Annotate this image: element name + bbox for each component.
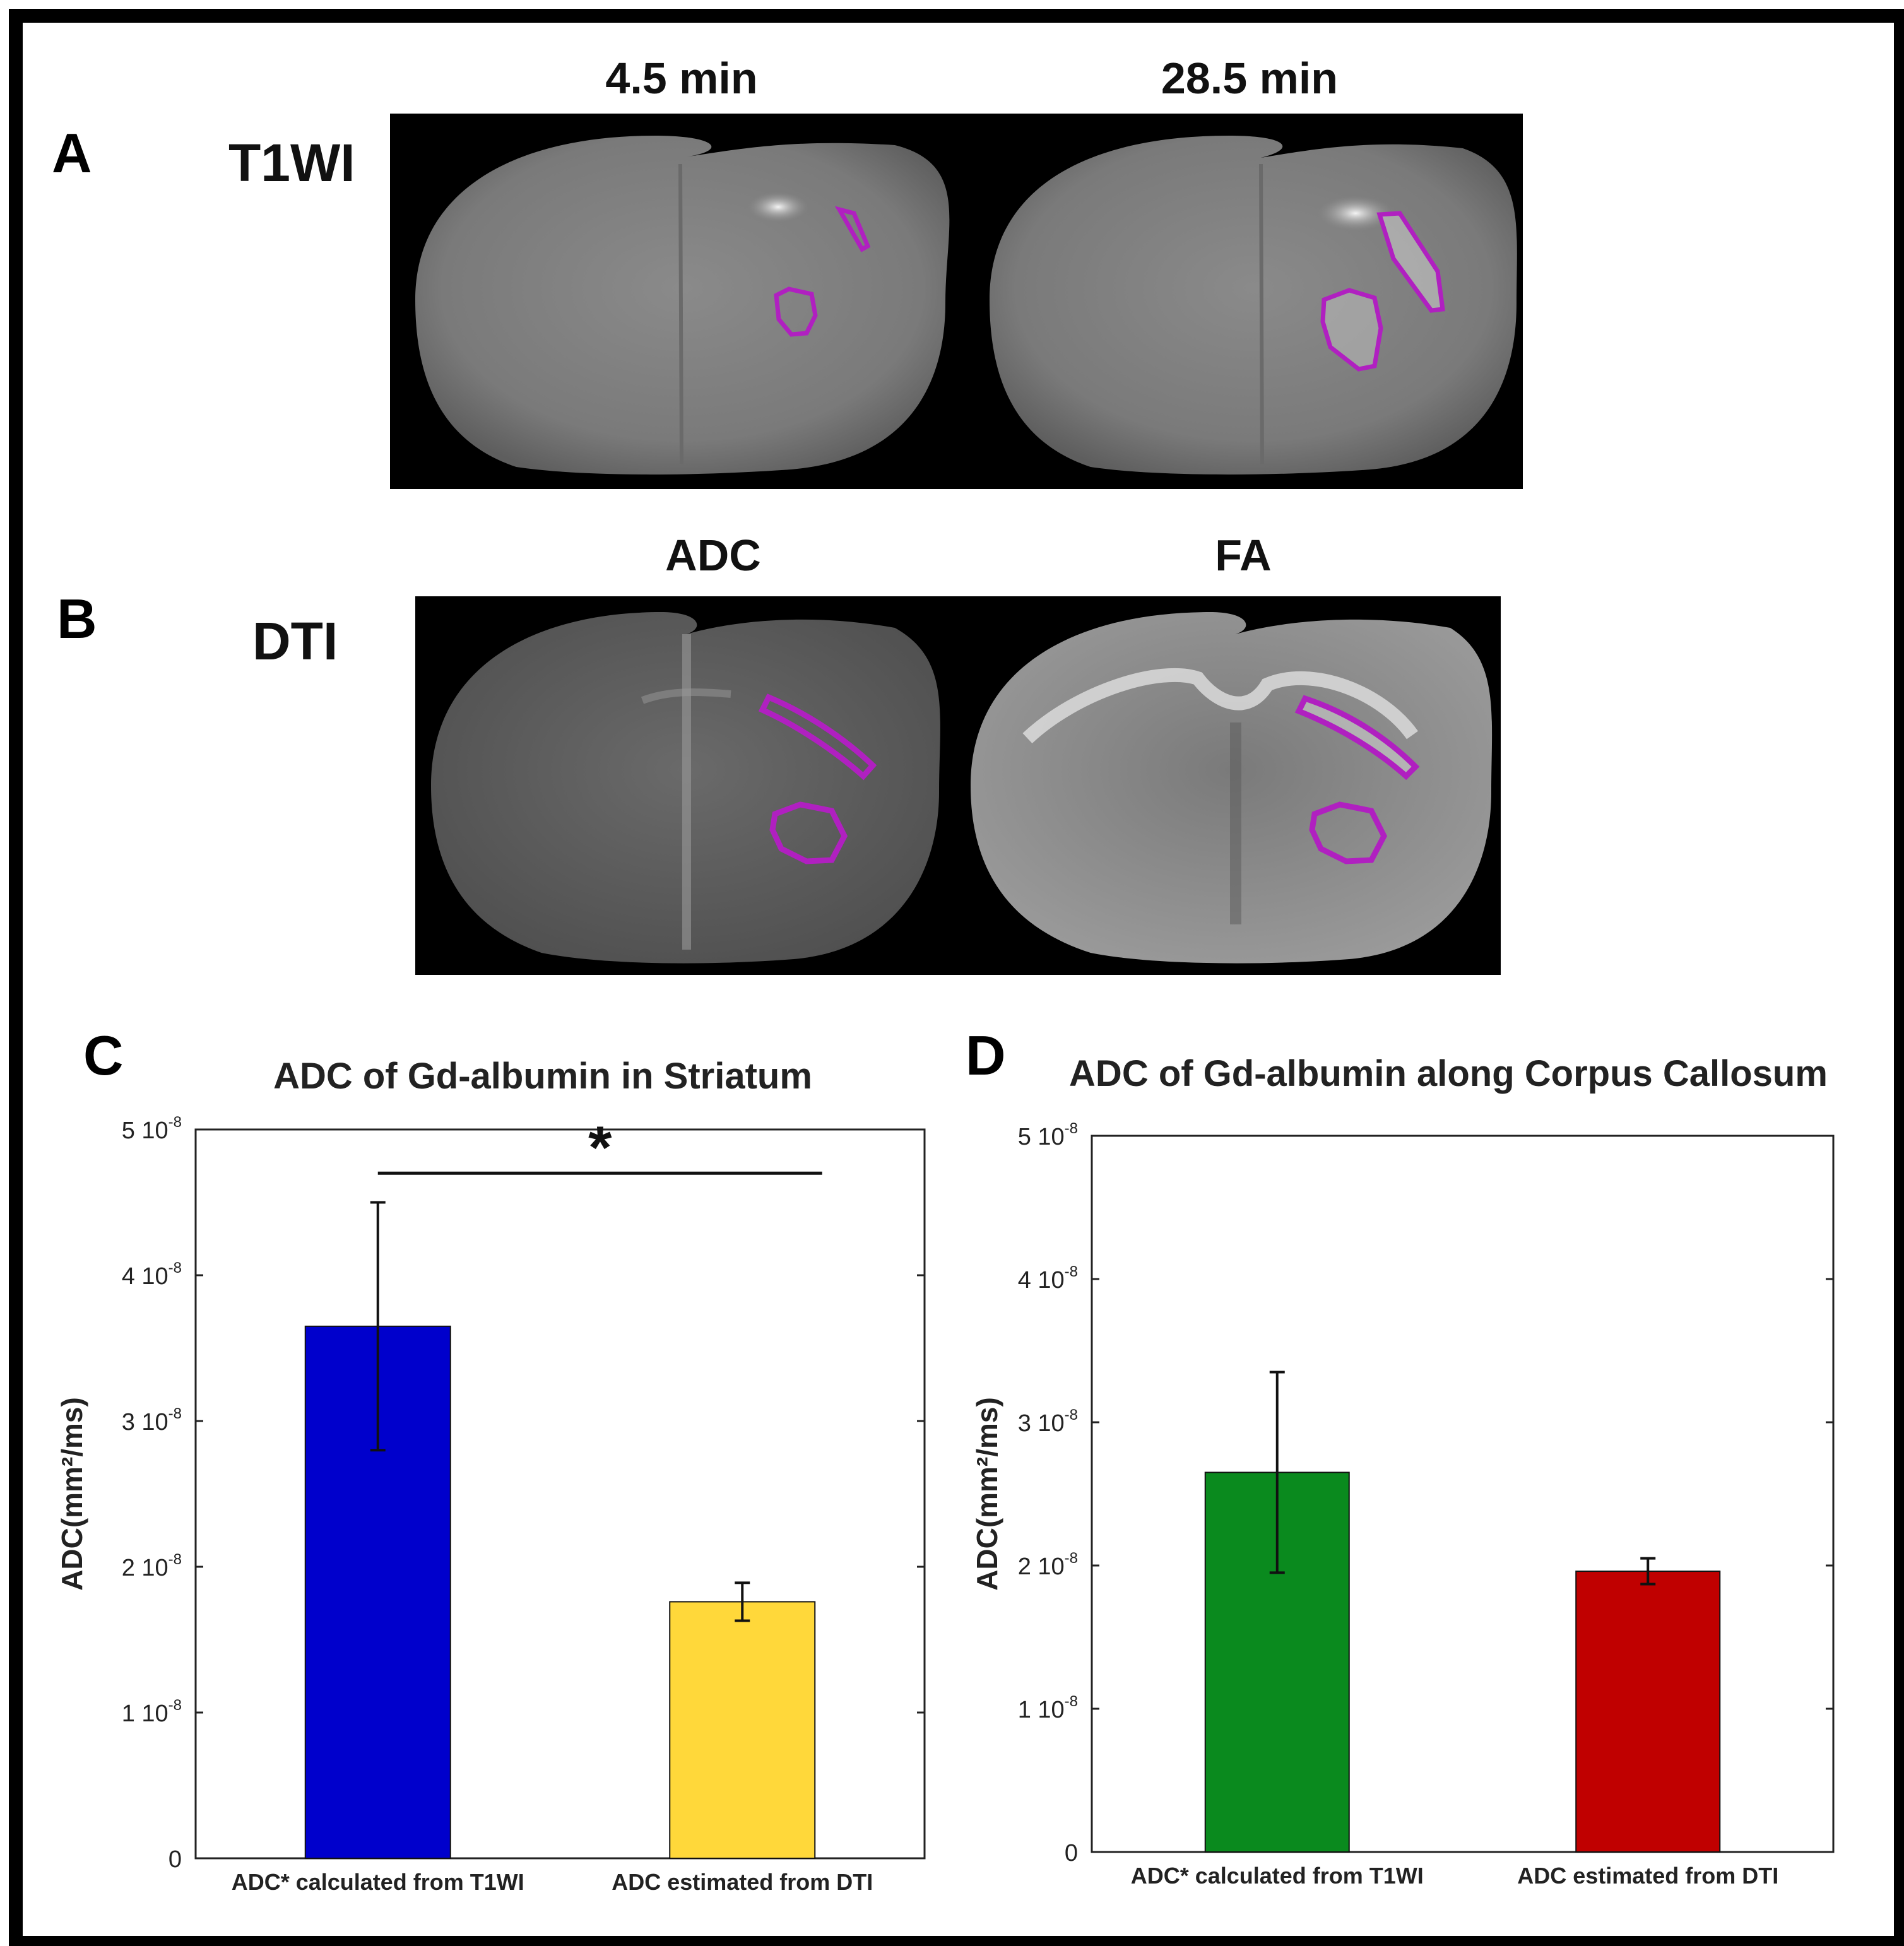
roi-striatum [769, 801, 848, 864]
bar-2 [669, 1601, 816, 1859]
x-category-label: ADC estimated from DTI [612, 1869, 873, 1893]
x-category-label: ADC* calculated from T1WI [1131, 1863, 1424, 1889]
y-tick-label: 2 10-8 [122, 1551, 182, 1581]
figure-border [9, 9, 1904, 1946]
y-axis-label: ADC(mm²/ms) [56, 1397, 88, 1591]
y-tick-label: 5 10-8 [1018, 1120, 1078, 1150]
roi-corpus-callosum [834, 206, 871, 252]
t1wi-slice-28-5-min [990, 136, 1517, 475]
row-label-t1wi: T1WI [228, 133, 355, 192]
roi-striatum [1309, 801, 1388, 864]
chart-striatum: 0 1 10-8 2 10-8 3 10-8 4 10-8 5 10-8 ADC(mm²/m… [56, 1114, 926, 1893]
t1wi-images [390, 114, 1523, 489]
image-label-4-5-min: 4.5 min [605, 54, 758, 103]
image-label-adc: ADC [665, 531, 761, 580]
t1wi-slice-4-5-min [415, 136, 950, 475]
y-tick-label: 1 10-8 [1018, 1693, 1078, 1723]
roi-striatum [774, 286, 818, 337]
y-tick-label: 0 [169, 1846, 182, 1873]
significance-star: * [588, 1114, 612, 1181]
image-label-28-5-min: 28.5 min [1161, 54, 1339, 103]
roi-striatum [1320, 288, 1383, 372]
dti-slice-adc [431, 612, 940, 964]
dti-slice-fa [971, 612, 1493, 964]
y-axis-label: ADC(mm²/ms) [971, 1397, 1003, 1591]
y-tick-label: 0 [1065, 1840, 1078, 1866]
y-tick-label: 5 10-8 [122, 1114, 182, 1144]
chart-title-striatum: ADC of Gd-albumin in Striatum [273, 1056, 812, 1097]
row-label-dti: DTI [252, 611, 338, 671]
chart-title-corpus-callosum: ADC of Gd-albumin along Corpus Callosum [1069, 1053, 1828, 1094]
panel-letter-d: D [966, 1024, 1006, 1087]
panel-letter-c: C [83, 1024, 124, 1087]
x-category-label: ADC* calculated from T1WI [232, 1869, 524, 1893]
panel-letter-b: B [57, 587, 97, 650]
y-tick-label: 1 10-8 [122, 1697, 182, 1727]
y-tick-label: 3 10-8 [122, 1405, 182, 1436]
image-label-fa: FA [1215, 531, 1272, 580]
roi-corpus-callosum [1376, 211, 1445, 313]
y-tick-label: 4 10-8 [122, 1259, 182, 1290]
dti-images [415, 596, 1501, 975]
y-tick-label: 3 10-8 [1018, 1406, 1078, 1437]
plot-frame [1091, 1135, 1835, 1853]
x-category-label: ADC estimated from DTI [1517, 1863, 1778, 1889]
panel-letter-a: A [52, 122, 92, 184]
bar-2 [1575, 1571, 1721, 1853]
y-tick-label: 2 10-8 [1018, 1550, 1078, 1580]
chart-corpus-callosum: 0 1 10-8 2 10-8 3 10-8 4 10-8 5 10-8 ADC(mm²/m… [971, 1120, 1835, 1889]
roi-corpus-callosum [758, 693, 877, 781]
y-tick-label: 4 10-8 [1018, 1263, 1078, 1294]
roi-corpus-callosum [1294, 695, 1420, 781]
plot-frame [194, 1128, 926, 1860]
